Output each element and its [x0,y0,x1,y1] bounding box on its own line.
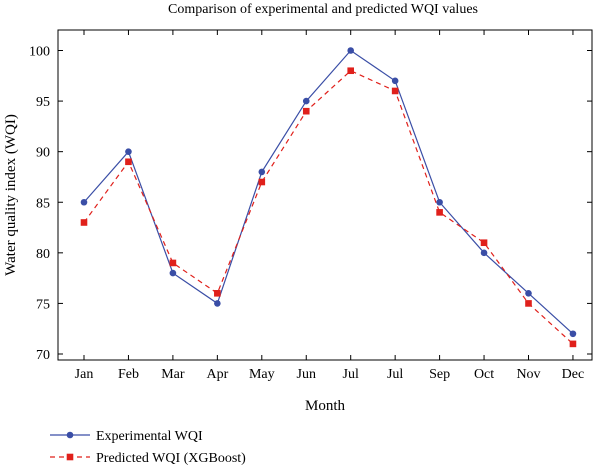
x-tick-label: Jul [387,367,403,382]
y-tick-label: 85 [36,196,50,211]
legend-marker [66,431,74,439]
data-point [214,300,221,307]
series-2 [80,67,577,348]
y-tick-label: 95 [36,95,50,110]
x-tick-label: Nov [516,367,540,382]
data-point [569,340,577,348]
y-tick-label: 100 [29,45,50,60]
data-point [480,249,488,257]
legend-marker [66,453,74,461]
y-tick-label: 90 [36,146,50,161]
data-point [391,77,399,85]
y-tick-label: 80 [36,247,50,262]
data-point [347,67,354,75]
data-point [80,198,88,206]
x-tick-label: Jun [297,367,316,382]
data-point [347,47,355,54]
x-tick-label: Apr [206,367,228,382]
x-tick-label: Jan [75,367,94,382]
x-tick-label: Oct [474,367,494,382]
data-point [569,330,577,338]
legend: Experimental WQI Predicted WQI (XGBoost) [50,429,246,466]
data-point [80,219,88,226]
data-point [302,97,310,105]
x-tick-label: Feb [118,367,139,382]
series-line [83,70,574,345]
data-point [169,269,177,277]
x-tick-label: Sep [429,367,450,382]
data-point [258,178,266,186]
x-tick-label: Mar [161,367,185,382]
y-tick-label: 70 [36,348,50,363]
data-point [436,198,443,206]
data-point [436,209,443,216]
legend-label: Experimental WQI [96,429,203,444]
legend-label: Predicted WQI (XGBoost) [96,451,246,466]
data-point [302,107,310,115]
chart-title: Comparison of experimental and predicted… [168,2,478,17]
y-axis: 70 75 80 85 90 95 100 [29,45,592,363]
x-tick-label: May [249,367,275,382]
data-point [125,158,132,166]
data-point [391,87,399,95]
legend-item: Experimental WQI [50,429,203,444]
series-1 [80,47,577,338]
data-point [480,239,488,247]
x-tick-label: Dec [562,367,585,382]
y-axis-label: Water quality index (WQI) [3,114,19,276]
x-axis: Jan Feb Mar Apr May Jun Jul Jul Sep Oct Nov Dec [75,30,585,382]
plot-area-frame [57,29,593,361]
legend-item: Predicted WQI (XGBoost) [50,451,246,466]
data-point [258,168,266,176]
series-layer [80,47,577,348]
data-point [125,148,132,155]
x-axis-label: Month [305,398,346,414]
data-point [169,259,177,267]
y-tick-label: 75 [36,297,50,312]
series-line [83,49,574,335]
data-point [525,290,532,297]
data-point [525,300,532,307]
data-point [214,290,221,297]
x-tick-label: Jul [343,367,359,382]
